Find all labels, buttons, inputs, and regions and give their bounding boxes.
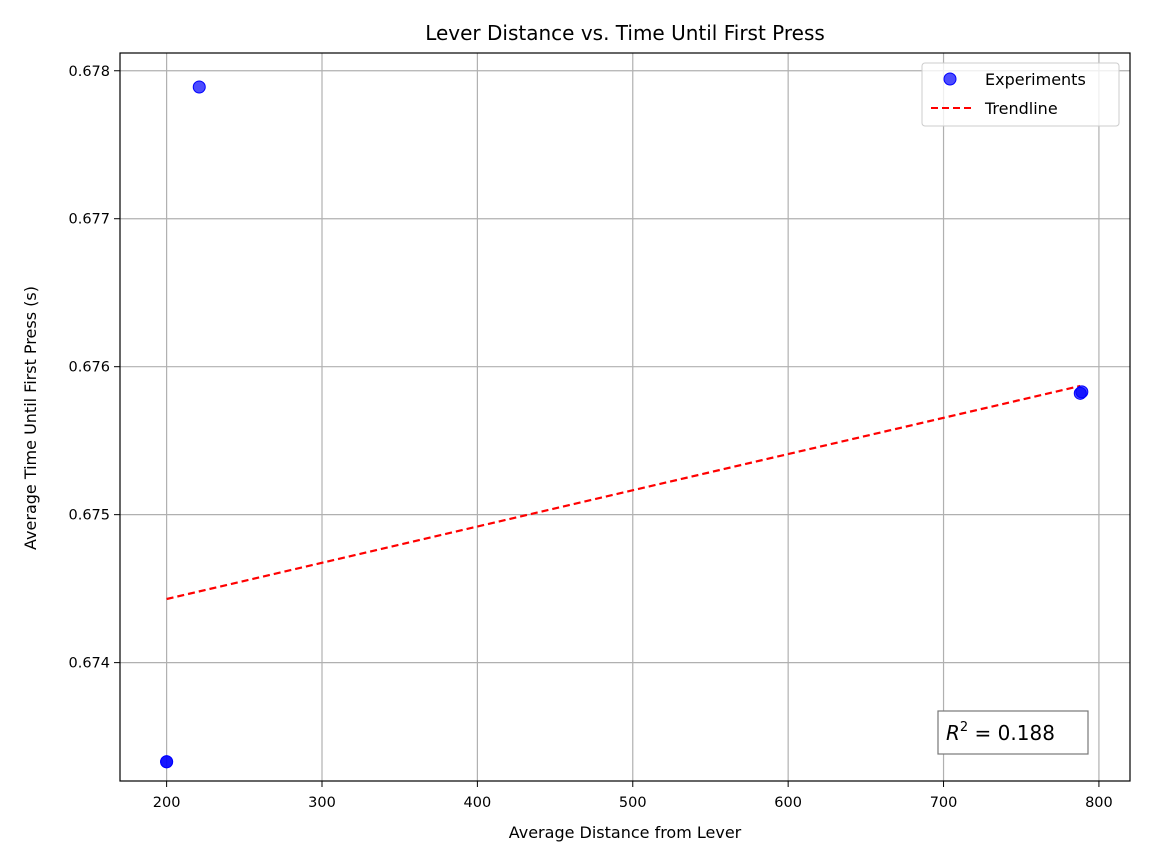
y-axis-label: Average Time Until First Press (s) (21, 286, 40, 550)
legend-experiments-label: Experiments (985, 70, 1086, 89)
trendline (166, 384, 1081, 601)
trendline-layer (166, 384, 1081, 601)
y-tick-label: 0.676 (68, 360, 110, 376)
annotation-box (937, 710, 1089, 755)
plot-frame (119, 52, 1131, 782)
annotation-text: R2 = 0.188 (946, 720, 1055, 745)
y-axis: 0.674 0.675 0.676 0.677 0.678 (68, 64, 120, 672)
data-point (160, 755, 174, 769)
chart-title: Lever Distance vs. Time Until First Pres… (425, 21, 825, 45)
x-tick-label: 800 (1085, 795, 1113, 811)
y-tick-label: 0.674 (68, 656, 110, 672)
x-tick-label: 600 (774, 795, 802, 811)
legend-experiments-marker (943, 72, 957, 86)
x-tick-label: 700 (930, 795, 958, 811)
data-point (1075, 385, 1089, 399)
points-layer (160, 80, 1089, 769)
data-point (192, 80, 206, 94)
y-tick-label: 0.677 (68, 212, 110, 228)
x-axis-label: Average Distance from Lever (509, 823, 742, 842)
x-tick-label: 500 (619, 795, 647, 811)
y-tick-label: 0.675 (68, 508, 110, 524)
y-tick-label: 0.678 (68, 64, 110, 80)
legend: Experiments Trendline (921, 62, 1120, 127)
r-squared-annotation: R2 = 0.188 (937, 710, 1089, 755)
x-tick-label: 200 (153, 795, 181, 811)
grid (120, 53, 1130, 781)
x-tick-label: 400 (464, 795, 492, 811)
x-tick-label: 300 (308, 795, 336, 811)
legend-box (921, 62, 1120, 127)
legend-trendline-label: Trendline (984, 99, 1058, 118)
x-axis: 200 300 400 500 600 700 800 (153, 781, 1113, 811)
